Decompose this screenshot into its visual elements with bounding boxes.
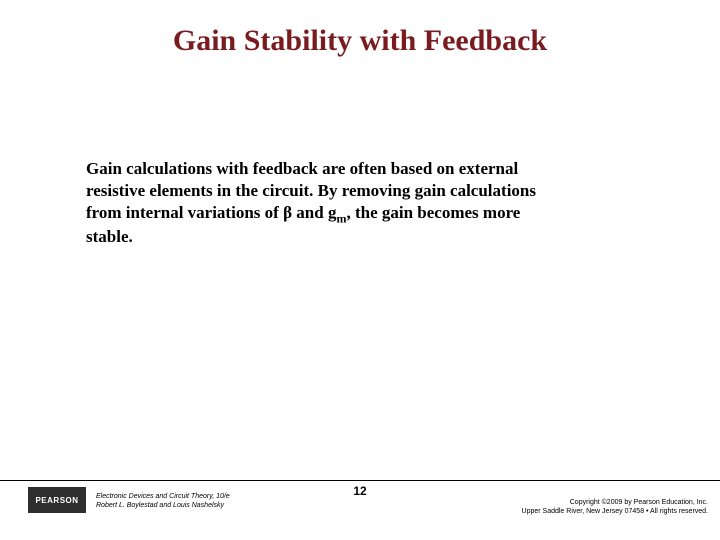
- beta-symbol: β: [283, 203, 292, 222]
- body-line-3a: from internal variations of: [86, 203, 283, 222]
- body-line-1: Gain calculations with feedback are ofte…: [86, 159, 518, 178]
- copyright-line-1: Copyright ©2009 by Pearson Education, In…: [570, 499, 708, 506]
- body-line-3b: , the gain becomes more: [346, 203, 520, 222]
- copyright-line-2: Upper Saddle River, New Jersey 07458 • A…: [522, 508, 708, 515]
- copyright-block: Copyright ©2009 by Pearson Education, In…: [448, 498, 708, 516]
- body-text: Gain calculations with feedback are ofte…: [86, 158, 634, 248]
- body-line-4: stable.: [86, 227, 133, 246]
- book-authors-line: Robert L. Boylestad and Louis Nashelsky: [96, 502, 224, 509]
- slide: Gain Stability with Feedback Gain calcul…: [0, 0, 720, 540]
- body-and: and g: [292, 203, 336, 222]
- page-title: Gain Stability with Feedback: [0, 24, 720, 58]
- subscript-m: m: [336, 211, 346, 225]
- page-number: 12: [0, 484, 720, 498]
- body-line-2: resistive elements in the circuit. By re…: [86, 181, 536, 200]
- footer-divider: [0, 480, 720, 481]
